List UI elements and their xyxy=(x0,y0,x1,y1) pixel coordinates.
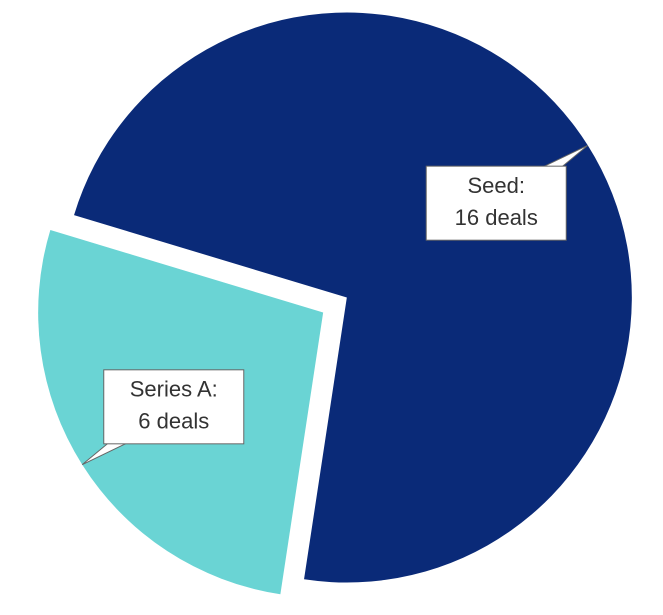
slice-label: Seed: xyxy=(467,173,525,198)
value-label: 16 deals xyxy=(455,205,538,230)
callout: Series A: 6 deals xyxy=(81,369,245,466)
callout-box xyxy=(425,165,567,241)
callout: Seed: 16 deals xyxy=(425,144,589,241)
pie-slice xyxy=(74,12,632,583)
value-label: 6 deals xyxy=(138,409,209,434)
callout-box xyxy=(103,369,245,445)
slice-label: Series A: xyxy=(130,377,218,402)
